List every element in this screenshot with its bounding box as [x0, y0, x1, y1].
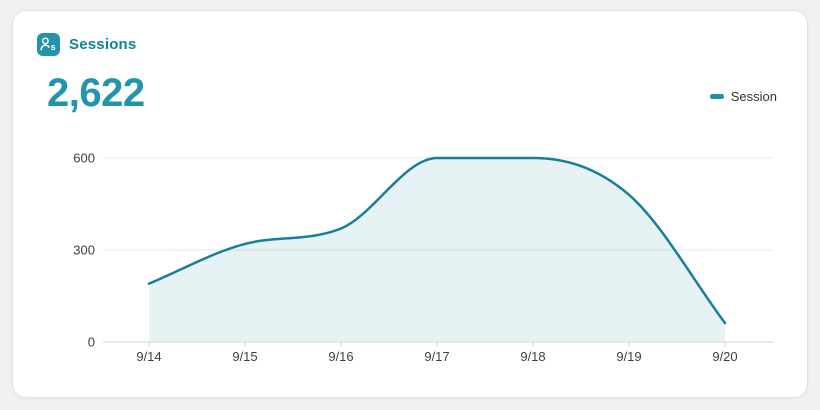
- sessions-area-chart: 0 300 600 9/14 9/15 9/16 9/17 9/18 9/19 9/20: [61, 141, 791, 373]
- svg-text:9/17: 9/17: [424, 349, 449, 364]
- chart-series-line: [147, 156, 727, 325]
- card-title: Sessions: [69, 36, 137, 53]
- svg-text:s: s: [51, 42, 56, 52]
- card-header: s Sessions: [37, 33, 136, 56]
- svg-text:600: 600: [73, 151, 95, 166]
- svg-text:9/19: 9/19: [616, 349, 641, 364]
- chart-area-fill: [149, 158, 725, 342]
- svg-text:9/20: 9/20: [712, 349, 737, 364]
- svg-text:9/16: 9/16: [328, 349, 353, 364]
- y-axis-labels: 0 300 600: [73, 151, 95, 350]
- svg-text:9/15: 9/15: [232, 349, 257, 364]
- legend-item-session[interactable]: Session: [709, 89, 777, 104]
- svg-text:0: 0: [88, 335, 95, 350]
- svg-text:300: 300: [73, 243, 95, 258]
- legend-marker: [709, 94, 724, 99]
- total-sessions-value: 2,622: [47, 71, 145, 115]
- chart-x-axis: [103, 341, 774, 347]
- x-axis-labels: 9/14 9/15 9/16 9/17 9/18 9/19 9/20: [136, 349, 737, 364]
- sessions-icon: s: [37, 33, 60, 56]
- svg-text:9/14: 9/14: [136, 349, 161, 364]
- chart-canvas: 0 300 600 9/14 9/15 9/16 9/17 9/18 9/19 9/20: [73, 151, 774, 364]
- legend-label: Session: [730, 89, 777, 104]
- sessions-card: s Sessions 2,622 Session 0 300 600 9/14 9/15…: [12, 10, 808, 398]
- svg-text:9/18: 9/18: [520, 349, 545, 364]
